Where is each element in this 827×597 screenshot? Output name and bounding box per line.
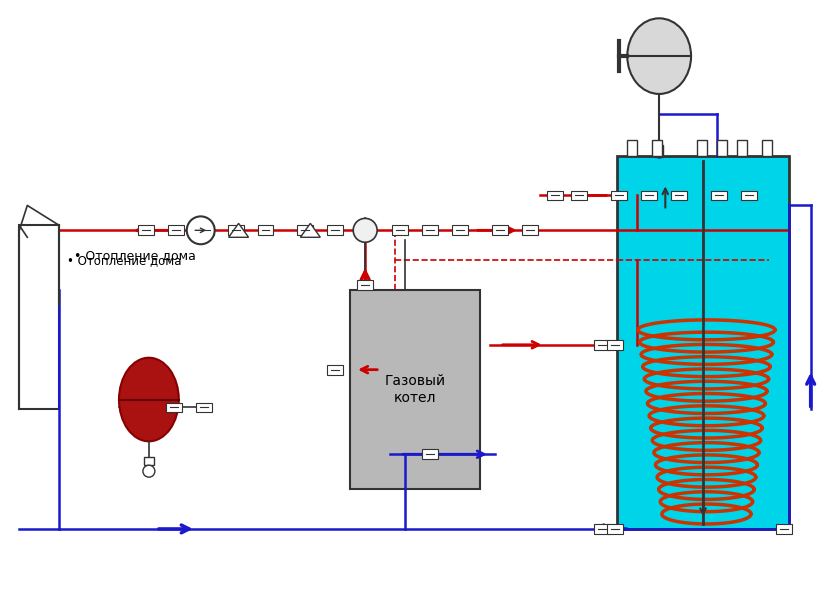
Bar: [350, 290, 479, 489]
Bar: [627, 140, 637, 156]
Bar: [640, 190, 657, 201]
Circle shape: [353, 219, 376, 242]
Bar: [327, 365, 343, 375]
Ellipse shape: [627, 19, 691, 94]
Text: Газовый
котел: Газовый котел: [384, 374, 445, 405]
Bar: [607, 524, 623, 534]
Bar: [392, 225, 408, 235]
Bar: [327, 225, 343, 235]
Bar: [546, 190, 562, 201]
Ellipse shape: [119, 358, 179, 441]
Bar: [716, 140, 726, 156]
Bar: [165, 402, 182, 413]
Bar: [775, 524, 791, 534]
Bar: [422, 225, 437, 235]
Bar: [607, 340, 623, 350]
Bar: [422, 450, 437, 459]
Bar: [521, 225, 537, 235]
Polygon shape: [228, 223, 248, 237]
Bar: [617, 156, 788, 529]
Bar: [761, 140, 771, 156]
Bar: [491, 225, 507, 235]
Bar: [452, 225, 467, 235]
Bar: [571, 190, 586, 201]
Bar: [594, 340, 609, 350]
Bar: [610, 190, 627, 201]
Bar: [257, 225, 273, 235]
Bar: [696, 140, 706, 156]
Bar: [736, 140, 746, 156]
Bar: [652, 140, 662, 156]
Bar: [297, 225, 313, 235]
Bar: [198, 225, 213, 235]
Polygon shape: [300, 223, 320, 237]
Circle shape: [143, 465, 155, 477]
Bar: [227, 225, 243, 235]
Bar: [168, 225, 184, 235]
Circle shape: [187, 216, 214, 244]
Bar: [19, 225, 59, 410]
Bar: [654, 144, 662, 156]
Bar: [594, 524, 609, 534]
Bar: [138, 225, 154, 235]
Bar: [671, 190, 686, 201]
Bar: [356, 225, 373, 235]
Bar: [356, 280, 373, 290]
Bar: [740, 190, 756, 201]
Text: • Отопление дома: • Отопление дома: [74, 249, 196, 261]
Bar: [710, 190, 726, 201]
Bar: [195, 402, 212, 413]
Text: • Отопление дома: • Отопление дома: [67, 254, 181, 267]
Bar: [144, 457, 154, 465]
